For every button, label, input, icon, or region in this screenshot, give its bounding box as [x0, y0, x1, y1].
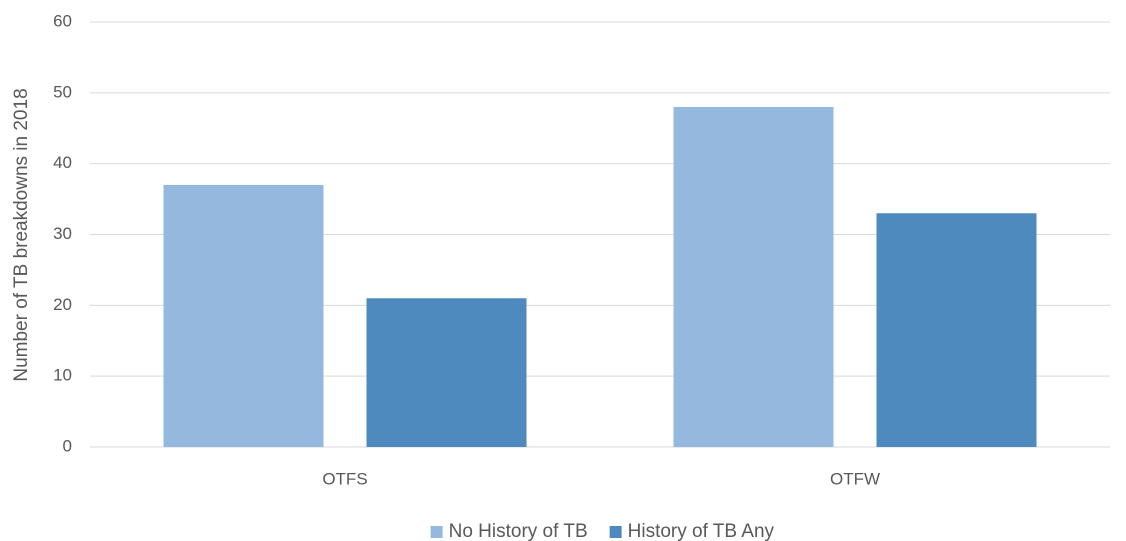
bar	[163, 184, 324, 447]
bar	[876, 213, 1037, 447]
y-tick-label: 50	[53, 82, 72, 101]
x-tick-label: OTFW	[830, 469, 880, 488]
y-tick-label: 60	[53, 11, 72, 30]
x-tick-label: OTFS	[322, 469, 367, 488]
bar	[673, 107, 834, 447]
y-axis-label: Number of TB breakdowns in 2018	[11, 88, 32, 381]
y-tick-label: 0	[63, 436, 72, 455]
y-tick-label: 40	[53, 153, 72, 172]
y-tick-label: 30	[53, 224, 72, 243]
legend-swatch	[609, 526, 622, 538]
legend-label: No History of TB	[449, 521, 588, 541]
y-tick-label: 20	[53, 295, 72, 314]
y-tick-label: 10	[53, 366, 72, 385]
legend-label: History of TB Any	[628, 521, 775, 541]
bar	[366, 298, 527, 447]
legend-swatch	[430, 526, 443, 538]
